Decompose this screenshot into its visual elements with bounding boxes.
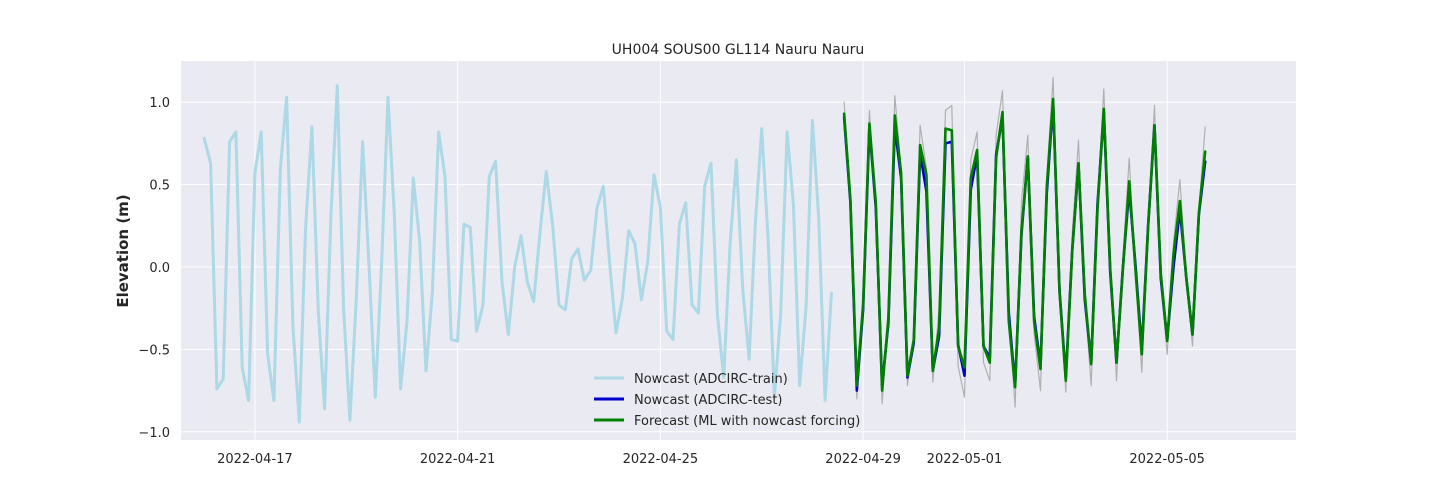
series-line-train bbox=[202, 84, 833, 424]
x-tick-label: 2022-05-01 bbox=[927, 452, 1003, 467]
x-tick-labels: 2022-04-17 2022-04-21 2022-04-25 2022-04-29… bbox=[217, 452, 1205, 467]
legend-label-test: Nowcast (ADCIRC-test) bbox=[634, 393, 783, 408]
x-tick-label: 2022-04-21 bbox=[420, 452, 496, 467]
y-tick-labels: −1.0 −0.5 0.0 0.5 1.0 bbox=[138, 96, 170, 441]
legend-label-train: Nowcast (ADCIRC-train) bbox=[634, 372, 788, 387]
series-lines bbox=[202, 76, 1207, 424]
y-tick-label: −0.5 bbox=[138, 343, 170, 358]
y-tick-label: 0.5 bbox=[149, 179, 170, 194]
series-line-forecast bbox=[842, 97, 1207, 392]
legend: Nowcast (ADCIRC-train) Nowcast (ADCIRC-t… bbox=[594, 372, 860, 429]
y-tick-label: 0.0 bbox=[149, 261, 170, 276]
x-tick-label: 2022-04-25 bbox=[623, 452, 699, 467]
x-tick-label: 2022-04-29 bbox=[825, 452, 901, 467]
chart-title: UH004 SOUS00 GL114 Nauru Nauru bbox=[612, 42, 865, 58]
y-tick-label: 1.0 bbox=[149, 96, 170, 111]
x-tick-label: 2022-05-05 bbox=[1129, 452, 1205, 467]
legend-label-forecast: Forecast (ML with nowcast forcing) bbox=[634, 414, 860, 429]
y-tick-label: −1.0 bbox=[138, 426, 170, 441]
y-axis-label: Elevation (m) bbox=[114, 194, 132, 307]
x-tick-label: 2022-04-17 bbox=[217, 452, 293, 467]
